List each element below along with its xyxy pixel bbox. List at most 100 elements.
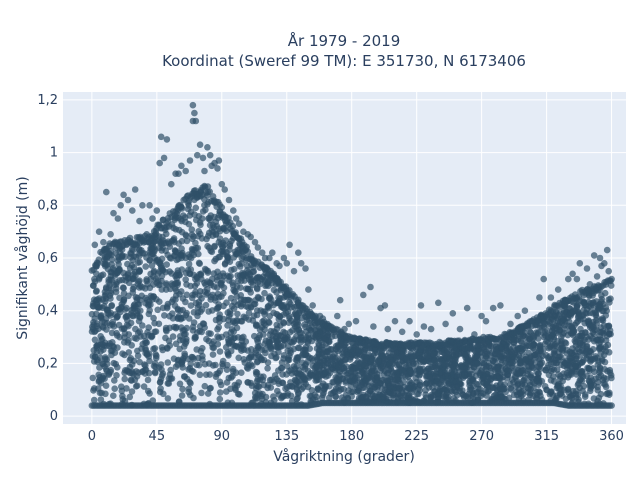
scatter-point	[129, 256, 136, 264]
scatter-point	[215, 157, 223, 164]
scatter-point	[182, 231, 189, 239]
scatter-point	[450, 363, 457, 371]
scatter-point	[589, 346, 597, 353]
scatter-point	[315, 354, 322, 361]
scatter-point	[128, 388, 136, 395]
scatter-point	[105, 310, 113, 318]
scatter-point	[352, 381, 360, 389]
scatter-point	[596, 345, 603, 353]
scatter-point	[159, 346, 166, 354]
scatter-point	[367, 283, 374, 291]
scatter-point	[260, 331, 267, 338]
scatter-point	[326, 325, 334, 333]
scatter-point	[260, 381, 268, 389]
scatter-point	[354, 387, 362, 394]
scatter-point	[270, 309, 277, 317]
scatter-point	[145, 310, 153, 318]
scatter-point	[507, 384, 514, 392]
scatter-point	[369, 356, 376, 363]
scatter-point	[119, 276, 126, 284]
scatter-point	[415, 385, 422, 392]
scatter-point	[471, 331, 478, 338]
scatter-point	[111, 385, 118, 393]
scatter-point	[251, 238, 259, 246]
scatter-point	[578, 368, 585, 376]
scatter-point	[153, 296, 160, 303]
scatter-point	[158, 255, 166, 263]
scatter-point	[231, 343, 239, 350]
scatter-point	[564, 314, 572, 322]
x-tick-label: 135	[274, 429, 299, 444]
scatter-point	[495, 367, 502, 375]
scatter-point	[538, 359, 546, 367]
scatter-point	[369, 392, 377, 400]
scatter-point	[104, 319, 111, 327]
scatter-point	[149, 234, 156, 241]
scatter-point	[337, 386, 345, 393]
scatter-point	[113, 280, 120, 288]
scatter-point	[223, 388, 230, 395]
scatter-point	[292, 369, 299, 376]
scatter-point	[602, 343, 609, 351]
scatter-point	[449, 310, 457, 317]
scatter-point	[497, 302, 504, 309]
scatter-point	[214, 165, 221, 172]
scatter-point	[158, 366, 165, 374]
scatter-point	[489, 384, 496, 392]
scatter-point	[416, 372, 423, 379]
scatter-point	[194, 151, 201, 159]
scatter-point	[249, 281, 257, 289]
scatter-point	[228, 326, 236, 333]
scatter-point	[293, 357, 301, 364]
scatter-point	[317, 330, 324, 337]
scatter-point	[550, 336, 558, 343]
scatter-point	[163, 220, 170, 227]
scatter-point	[209, 193, 217, 200]
scatter-point	[196, 141, 204, 148]
scatter-point	[582, 329, 589, 336]
scatter-point	[214, 333, 221, 340]
scatter-point	[131, 241, 139, 248]
scatter-point	[125, 279, 133, 287]
scatter-point	[438, 357, 445, 364]
scatter-point	[168, 280, 176, 287]
scatter-point	[210, 270, 218, 277]
scatter-point	[360, 373, 368, 381]
scatter-point	[168, 180, 175, 188]
scatter-point	[176, 380, 184, 388]
scatter-point	[136, 328, 143, 335]
scatter-point	[545, 356, 553, 363]
scatter-point	[580, 299, 588, 307]
scatter-point	[573, 319, 580, 327]
scatter-point	[426, 380, 434, 388]
y-tick-label: 0,8	[37, 198, 58, 213]
scatter-point	[196, 371, 204, 379]
scatter-point	[224, 309, 232, 316]
scatter-point	[466, 382, 473, 389]
scatter-point	[517, 359, 524, 366]
scatter-point	[601, 289, 609, 297]
scatter-point	[251, 389, 259, 397]
scatter-point	[442, 384, 449, 392]
scatter-point	[178, 162, 185, 170]
scatter-point	[121, 375, 128, 383]
scatter-point	[192, 117, 200, 125]
scatter-point	[413, 331, 421, 338]
scatter-point	[601, 260, 608, 267]
scatter-point	[185, 220, 193, 228]
scatter-point	[219, 357, 227, 365]
scatter-point	[100, 302, 108, 310]
x-tick-label: 360	[599, 429, 624, 444]
scatter-point	[204, 144, 211, 151]
scatter-point	[262, 349, 269, 357]
scatter-point	[173, 256, 180, 264]
scatter-point	[384, 325, 392, 333]
scatter-point	[129, 289, 137, 296]
scatter-point	[156, 388, 164, 396]
scatter-point	[598, 329, 605, 336]
scatter-point	[585, 365, 593, 373]
scatter-point	[152, 227, 160, 235]
scatter-point	[180, 373, 188, 380]
scatter-point	[521, 307, 529, 315]
scatter-point	[293, 311, 300, 319]
